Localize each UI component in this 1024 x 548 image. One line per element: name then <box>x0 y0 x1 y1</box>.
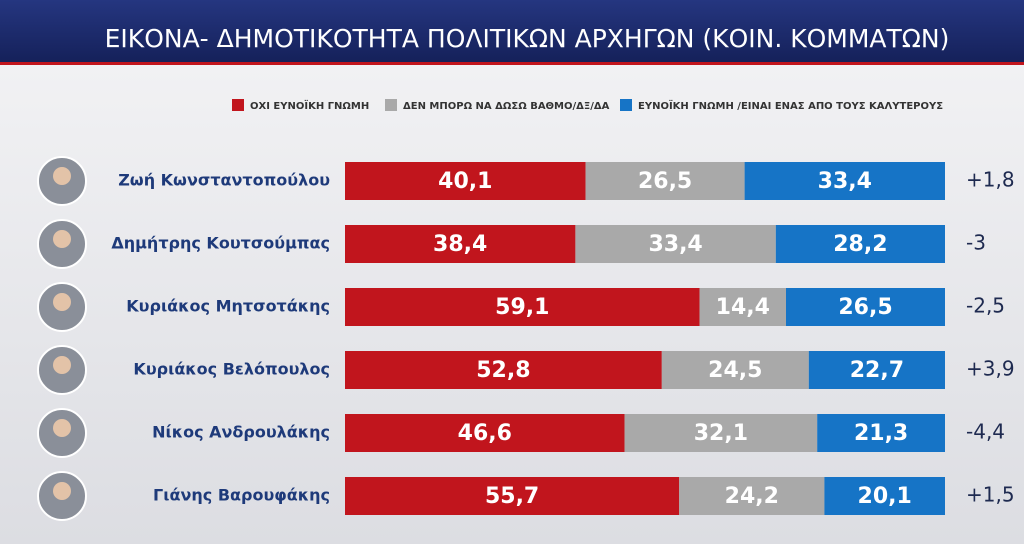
chart-title: ΕΙΚΟΝΑ- ΔΗΜΟΤΙΚΟΤΗΤΑ ΠΟΛΙΤΙΚΩΝ ΑΡΧΗΓΩΝ (… <box>105 24 950 53</box>
bar-segment <box>699 288 786 326</box>
change-label: -3 <box>966 231 986 255</box>
value-label: 40,1 <box>438 169 492 194</box>
bar-segment <box>345 414 625 452</box>
legend-label: ΕΥΝΟΪΚΗ ΓΝΩΜΗ /ΕΙΝΑΙ ΕΝΑΣ ΑΠΟ ΤΟΥΣ ΚΑΛΥΤ… <box>638 98 943 112</box>
category-label: Δημήτρης Κουτσούμπας <box>111 234 330 253</box>
category-label: Ζωή Κωνσταντοπούλου <box>118 171 330 190</box>
value-label: 21,3 <box>854 421 908 446</box>
bar-segment <box>817 414 945 452</box>
value-label: 46,6 <box>458 421 512 446</box>
value-label: 20,1 <box>858 484 912 509</box>
avatar-head <box>53 167 71 185</box>
avatar-head <box>53 356 71 374</box>
header <box>0 0 1024 62</box>
bar-segment <box>624 414 818 452</box>
avatar-head <box>53 419 71 437</box>
value-label: 26,5 <box>838 295 892 320</box>
bar-segment <box>808 351 945 389</box>
avatar-head <box>53 293 71 311</box>
value-label: 24,5 <box>708 358 762 383</box>
avatar-head <box>53 482 71 500</box>
value-label: 22,7 <box>850 358 904 383</box>
bar-segment <box>585 162 745 200</box>
value-label: 33,4 <box>648 232 702 257</box>
legend-swatch <box>385 99 397 111</box>
bar-segment <box>345 162 586 200</box>
bar-segment <box>345 288 700 326</box>
change-label: +1,5 <box>966 483 1015 507</box>
change-label: -4,4 <box>966 420 1005 444</box>
change-label: -2,5 <box>966 294 1005 318</box>
bar-segment <box>744 162 945 200</box>
value-label: 24,2 <box>725 484 779 509</box>
legend-swatch <box>232 99 244 111</box>
bar-segment <box>775 225 945 263</box>
avatar-head <box>53 230 71 248</box>
bar-segment <box>661 351 809 389</box>
value-label: 59,1 <box>495 295 549 320</box>
value-label: 14,4 <box>716 295 770 320</box>
legend-label: ΔΕΝ ΜΠΟΡΩ ΝΑ ΔΩΣΩ ΒΑΘΜΟ/ΔΞ/ΔΑ <box>403 101 610 112</box>
change-label: +1,8 <box>966 168 1015 192</box>
bar-segment <box>345 477 680 515</box>
category-label: Νίκος Ανδρουλάκης <box>152 423 330 442</box>
category-label: Γιάνης Βαρουφάκης <box>153 486 330 505</box>
bar-segment <box>786 288 945 326</box>
change-label: +3,9 <box>966 357 1015 381</box>
value-label: 55,7 <box>485 484 539 509</box>
category-label: Κυριάκος Βελόπουλος <box>133 360 330 379</box>
value-label: 32,1 <box>694 421 748 446</box>
value-label: 52,8 <box>476 358 530 383</box>
header-stripe <box>0 62 1024 65</box>
value-label: 28,2 <box>833 232 887 257</box>
legend-swatch <box>620 99 632 111</box>
value-label: 33,4 <box>818 169 872 194</box>
category-label: Κυριάκος Μητσοτάκης <box>126 297 330 316</box>
bar-segment <box>575 225 776 263</box>
legend-label: ΟΧΙ ΕΥΝΟΪΚΗ ΓΝΩΜΗ <box>250 98 369 112</box>
bar-segment <box>679 477 825 515</box>
bar-segment <box>824 477 945 515</box>
bar-segment <box>345 351 662 389</box>
value-label: 26,5 <box>638 169 692 194</box>
bar-segment <box>345 225 576 263</box>
value-label: 38,4 <box>433 232 487 257</box>
